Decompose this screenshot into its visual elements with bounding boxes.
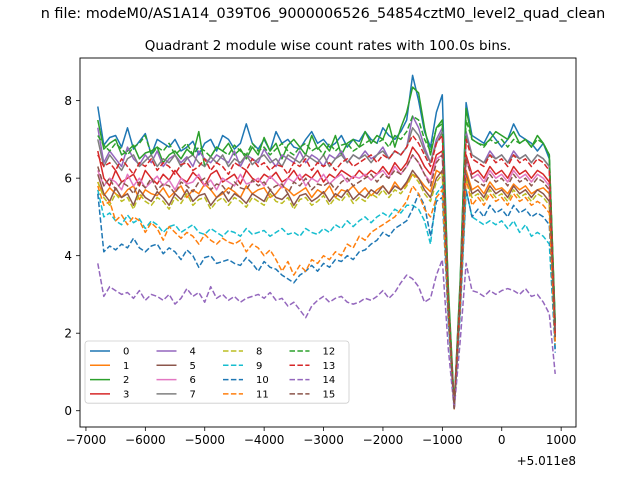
legend-label-5: 5 [190,361,196,372]
legend-label-10: 10 [256,375,269,386]
figure-suptitle: n file: modeM0/AS1A14_039T06_9000006526_… [41,6,606,22]
legend-label-15: 15 [323,389,336,400]
series-line-9 [97,185,556,410]
x-tick-label: −3000 [303,433,344,447]
legend-label-4: 4 [190,347,196,358]
x-tick-label: −4000 [244,433,285,447]
series-line-10 [97,189,556,410]
legend-label-7: 7 [190,389,196,400]
y-axis: 0 2 4 6 8 [64,94,80,418]
x-tick-label: −1000 [422,433,463,447]
series-line-6 [97,154,556,409]
legend-box [84,340,350,404]
series-line-5 [97,169,556,410]
y-tick-label: 6 [64,171,72,185]
legend-label-13: 13 [323,361,336,372]
x-axis: −7000 −6000 −5000 −4000 −3000 −2000 −1000 0 1000 [66,427,577,447]
x-tick-label: 1000 [546,433,577,447]
legend-label-11: 11 [256,389,269,400]
x-offset-label: +5.011e8 [517,454,576,468]
y-tick-label: 4 [64,249,72,263]
legend-label-3: 3 [123,389,129,400]
legend-label-6: 6 [190,375,196,386]
series-line-11 [97,177,556,410]
x-tick-label: −2000 [363,433,404,447]
legend-label-9: 9 [256,361,262,372]
legend-label-1: 1 [123,361,129,372]
legend-label-0: 0 [123,347,129,358]
chart-title: Quadrant 2 module wise count rates with … [145,38,511,54]
legend-label-2: 2 [123,375,129,386]
y-tick-label: 8 [64,94,72,108]
plot-frame [79,57,577,428]
series-line-0 [97,74,556,407]
x-tick-label: −7000 [66,433,107,447]
y-tick-label: 0 [64,404,72,418]
plot-lines [97,74,556,410]
x-tick-label: −6000 [125,433,166,447]
legend-label-14: 14 [323,375,336,386]
x-tick-label: 0 [498,433,506,447]
series-line-12 [97,115,556,407]
series-line-15 [97,154,556,410]
legend-label-8: 8 [256,347,262,358]
y-tick-label: 2 [64,326,72,340]
series-line-7 [97,127,556,408]
series-line-13 [97,134,556,409]
series-line-14 [97,258,556,410]
legend-label-12: 12 [323,347,336,358]
series-line-8 [97,173,556,410]
x-tick-label: −5000 [184,433,225,447]
